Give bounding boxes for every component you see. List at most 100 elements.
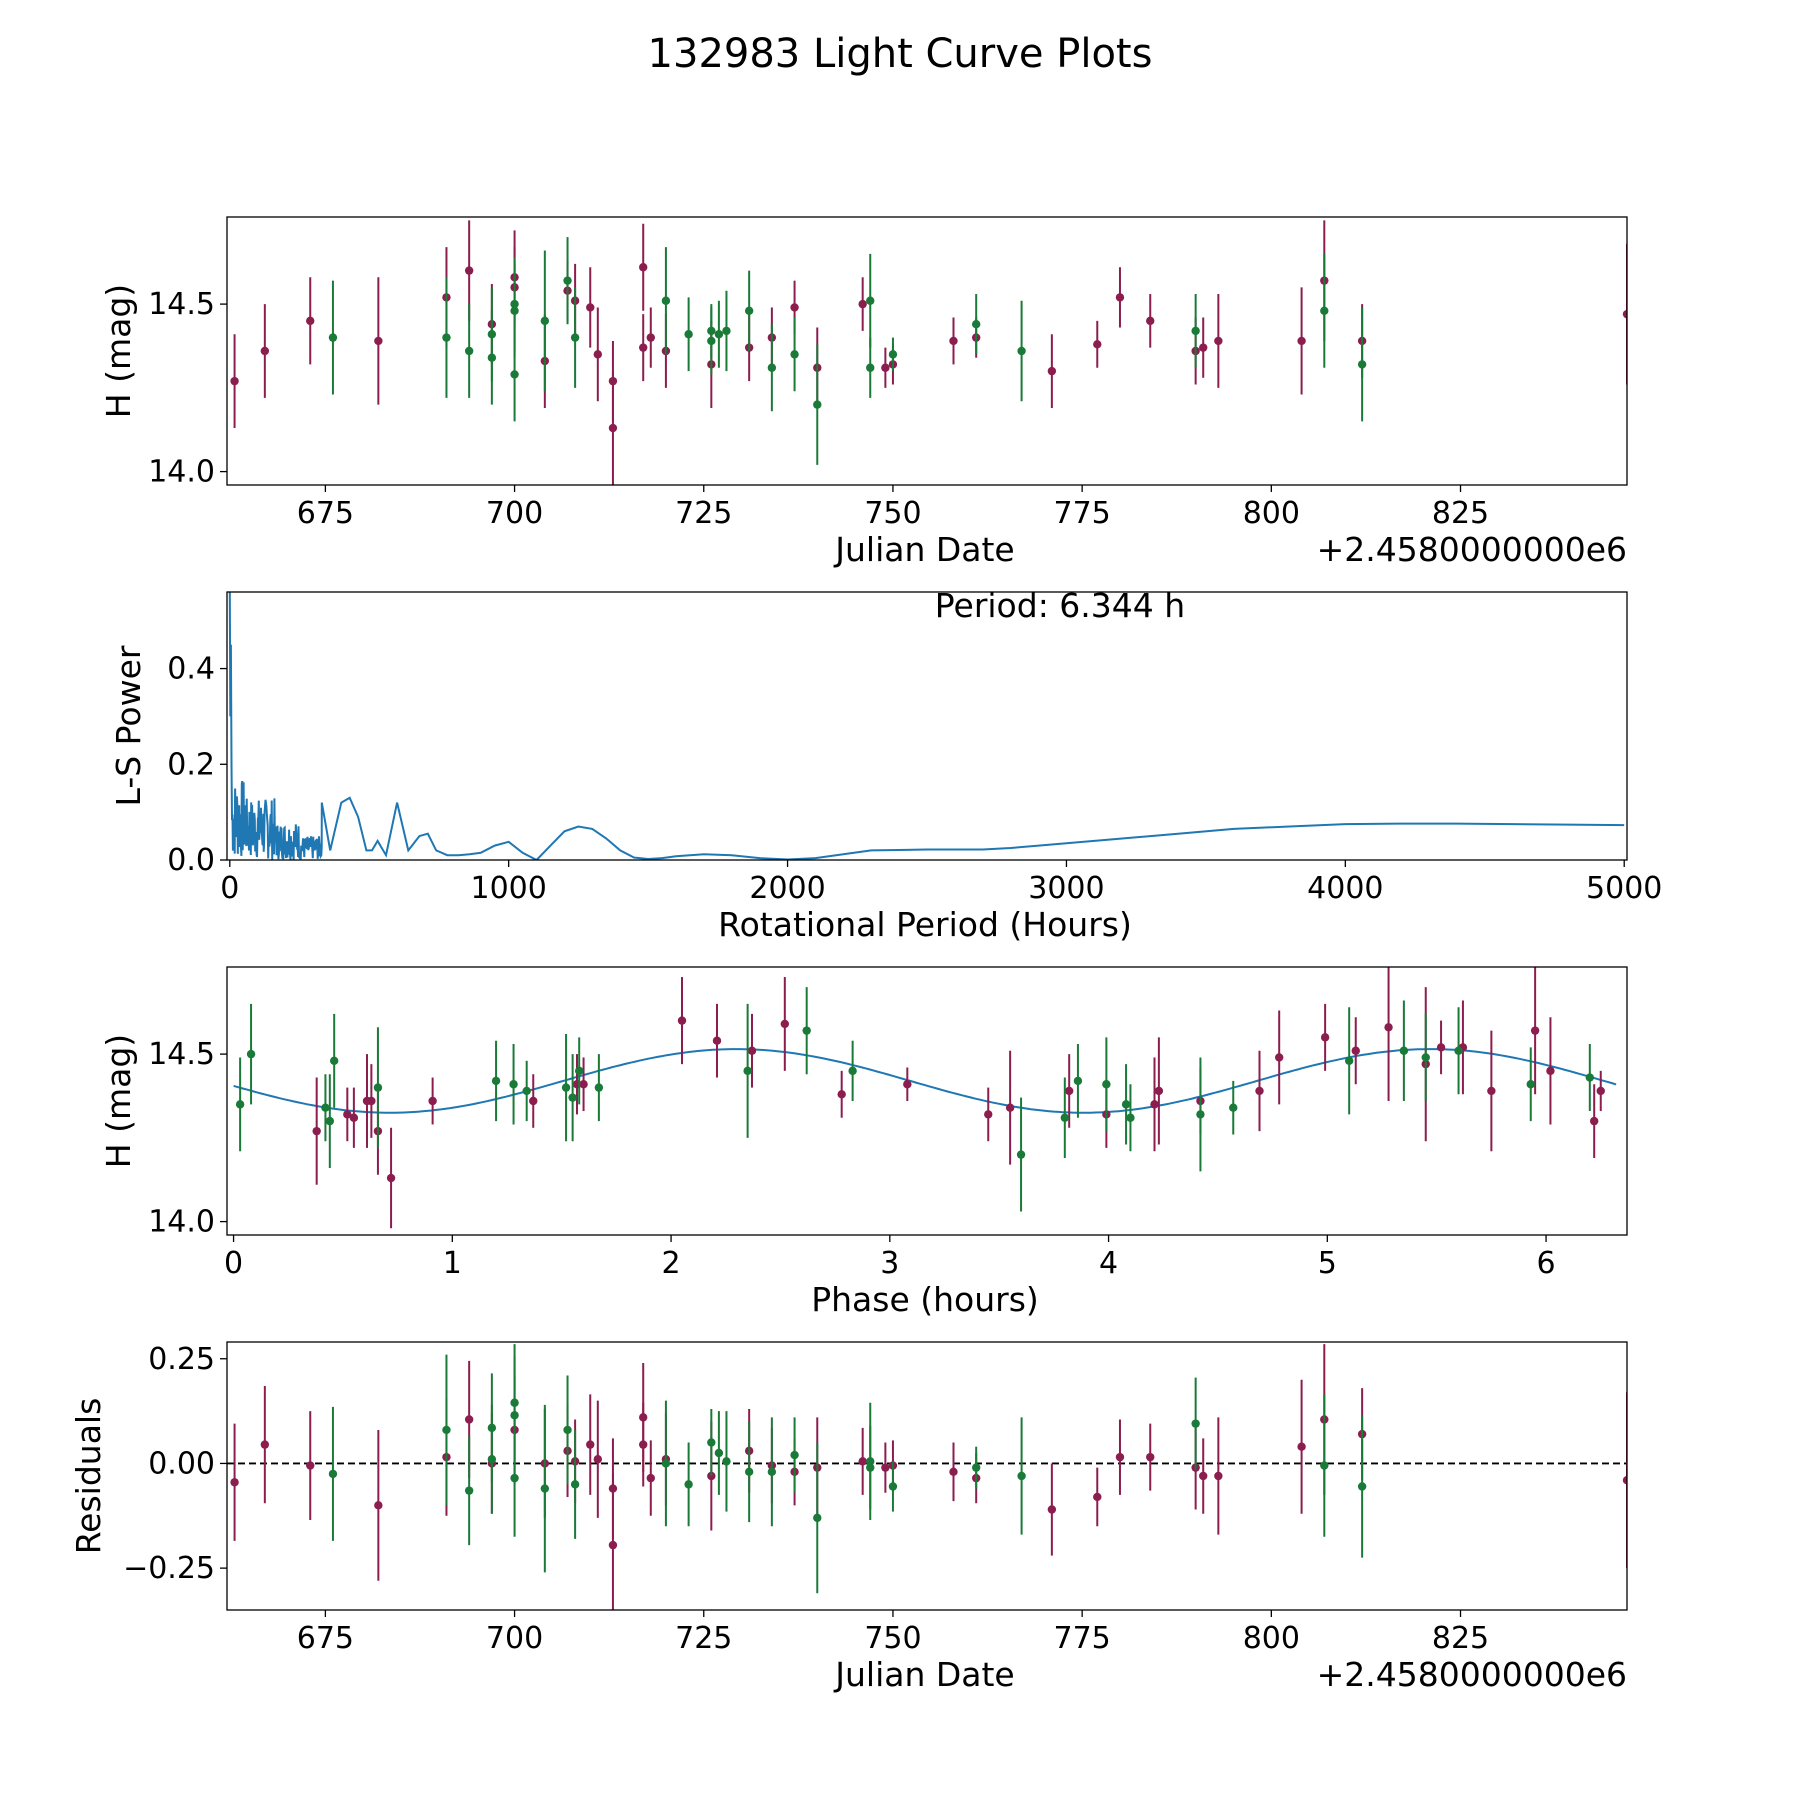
data-point — [1320, 306, 1329, 315]
plot-area — [228, 592, 1625, 860]
data-point — [707, 336, 716, 346]
data-point — [325, 1116, 335, 1126]
x-tick-label: 700 — [486, 496, 543, 531]
data-point — [1093, 1492, 1102, 1502]
data-point — [510, 370, 519, 379]
data-point — [677, 1016, 687, 1025]
x-tick-label: 3000 — [1028, 871, 1104, 906]
x-tick-label: 3 — [880, 1246, 899, 1281]
x-tick-label: 675 — [297, 496, 354, 531]
data-point — [593, 350, 603, 359]
data-point — [343, 1110, 352, 1119]
data-point — [529, 1096, 538, 1106]
data-point — [639, 343, 648, 352]
data-point — [306, 316, 315, 326]
data-point — [1047, 1505, 1057, 1514]
data-point — [714, 1448, 724, 1458]
data-point — [586, 303, 595, 312]
data-point — [767, 363, 777, 372]
fit-curve — [233, 1048, 1617, 1114]
data-point — [1622, 309, 1627, 319]
data-point — [328, 1469, 338, 1479]
data-point — [984, 1110, 993, 1119]
data-point — [374, 1501, 383, 1510]
data-point — [386, 1173, 396, 1183]
data-point — [570, 1480, 580, 1489]
data-point — [349, 1113, 359, 1122]
data-point — [306, 1461, 315, 1470]
data-point — [661, 1459, 671, 1468]
data-point — [570, 333, 580, 342]
data-point — [594, 1083, 604, 1092]
data-point — [639, 1440, 648, 1449]
data-point — [487, 330, 497, 339]
x-axis-label: Phase (hours) — [811, 1280, 1039, 1319]
data-point — [540, 1484, 550, 1493]
data-point — [639, 263, 648, 272]
x-tick-label: 725 — [675, 1621, 732, 1656]
y-tick-label: 0.00 — [148, 1446, 215, 1481]
data-point — [1005, 1103, 1015, 1112]
axes-frame — [226, 591, 1628, 861]
data-point — [235, 1100, 245, 1109]
x-offset-label: +2.4580000000e6 — [1317, 1655, 1627, 1694]
data-point — [1530, 1026, 1540, 1035]
data-point — [881, 363, 890, 372]
data-point — [802, 1026, 811, 1035]
y-tick-label: −0.25 — [123, 1551, 215, 1586]
data-point — [949, 336, 958, 346]
x-tick-label: 825 — [1432, 1621, 1489, 1656]
data-point — [1357, 360, 1367, 369]
data-point — [510, 306, 519, 315]
x-axis-label: Julian Date — [833, 530, 1015, 569]
x-tick-label: 2000 — [749, 871, 825, 906]
series-green — [328, 237, 1367, 465]
data-point — [1320, 1033, 1330, 1042]
y-tick-label: 14.5 — [148, 1037, 215, 1072]
data-point — [858, 1457, 867, 1466]
y-tick-label: 14.5 — [148, 287, 215, 322]
data-point — [608, 423, 618, 433]
data-point — [837, 1090, 846, 1099]
data-point — [1016, 1150, 1026, 1159]
data-point — [1017, 1471, 1026, 1481]
data-point — [260, 1440, 270, 1449]
data-point — [1589, 1116, 1599, 1126]
x-tick-label: 5000 — [1586, 871, 1662, 906]
x-tick-label: 700 — [486, 1621, 543, 1656]
data-point — [744, 1467, 754, 1477]
y-axis-label: Residuals — [69, 1398, 108, 1555]
data-point — [712, 1036, 722, 1045]
data-point — [246, 1049, 256, 1059]
data-point — [722, 1457, 731, 1466]
data-point — [866, 1463, 875, 1472]
data-point — [464, 266, 474, 275]
series-magenta — [312, 967, 1605, 1229]
data-point — [1546, 1066, 1555, 1076]
data-point — [1596, 1086, 1605, 1096]
data-point — [1121, 1100, 1131, 1109]
data-point — [442, 1425, 451, 1435]
data-point — [949, 1467, 958, 1477]
data-point — [790, 1450, 799, 1460]
data-point — [593, 1455, 603, 1464]
data-point — [1191, 326, 1200, 336]
data-point — [579, 1080, 588, 1089]
series-magenta — [230, 220, 1627, 485]
data-point — [1017, 346, 1026, 356]
data-point — [1214, 336, 1223, 346]
data-point — [442, 333, 451, 342]
data-point — [509, 1080, 518, 1089]
data-point — [374, 336, 383, 346]
data-point — [1115, 293, 1125, 302]
data-point — [848, 1066, 857, 1076]
data-point — [464, 1415, 474, 1424]
data-point — [1102, 1080, 1111, 1089]
data-point — [230, 1478, 239, 1487]
data-point — [646, 333, 655, 342]
data-point — [367, 1096, 376, 1106]
x-tick-label: 800 — [1243, 1621, 1300, 1656]
data-point — [1047, 366, 1057, 376]
data-point — [1060, 1113, 1070, 1122]
